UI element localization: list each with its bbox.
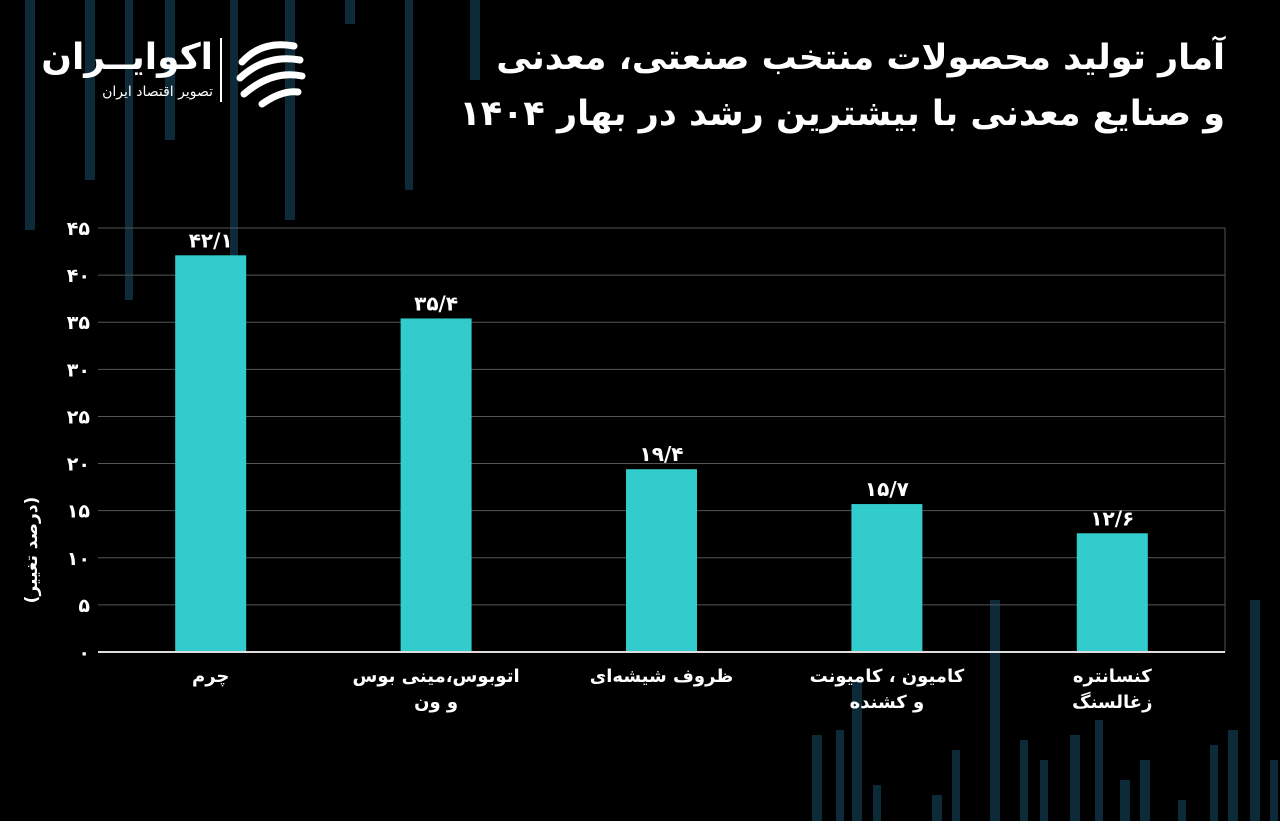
y-tick-label: ۵ [78, 595, 90, 617]
logo-subtitle: تصویر اقتصاد ایران [102, 84, 213, 100]
decor-stripe [1210, 745, 1218, 821]
decor-stripe [1070, 735, 1080, 821]
y-tick-label: ۲۰ [67, 454, 90, 476]
bar [1076, 533, 1148, 652]
decor-stripe [812, 735, 822, 821]
title-line-1: آمار تولید محصولات منتخب صنعتی، معدنی [496, 38, 1225, 78]
decor-stripe [1120, 780, 1130, 821]
decor-stripe [470, 0, 480, 80]
decor-stripe [165, 0, 175, 140]
y-tick-label: ۳۰ [67, 359, 90, 381]
y-tick-label: ۴۵ [67, 218, 91, 240]
decor-stripe [1140, 760, 1150, 821]
decor-stripe [345, 0, 355, 24]
y-tick-label: ۳۵ [67, 312, 91, 334]
decor-stripe [836, 730, 844, 821]
page-title: آمار تولید محصولات منتخب صنعتی، معدنی و … [365, 30, 1225, 142]
data-label: ۴۲/۱ [189, 228, 233, 252]
decor-stripe [852, 680, 862, 821]
ecoiran-logo: اکوایــران تصویر اقتصاد ایران [41, 32, 313, 112]
decor-stripe [230, 0, 238, 260]
decor-stripe [125, 0, 133, 300]
decor-stripe [25, 0, 35, 230]
x-tick-label: ظروف شیشه‌ای [589, 666, 734, 687]
data-label: ۱۲/۶ [1090, 506, 1134, 530]
y-tick-label: ۱۵ [67, 501, 91, 523]
y-axis-label: (درصد تغییر) [22, 496, 42, 604]
decor-stripe [85, 0, 95, 180]
decor-stripe [1250, 600, 1260, 821]
logo-divider [220, 38, 222, 102]
x-tick-label: چرم [192, 666, 230, 687]
bar [626, 469, 697, 652]
x-tick-label: کنسانتره زغالسنگ [1072, 666, 1153, 713]
decor-stripe [285, 0, 295, 220]
decor-stripe [990, 600, 1000, 821]
y-tick-label: ۱۰ [67, 548, 90, 570]
decor-stripe [405, 0, 413, 190]
decor-stripe [1228, 730, 1238, 821]
x-tick-label: اتوبوس،مینی بوس و ون [352, 666, 520, 713]
data-label: ۱۵/۷ [865, 477, 909, 501]
decor-stripe [873, 785, 881, 821]
data-label: ۳۵/۴ [414, 291, 458, 315]
bar [851, 504, 923, 652]
title-line-2: و صنایع معدنی با بیشترین رشد در بهار ۱۴۰… [459, 94, 1225, 134]
decor-stripe [1040, 760, 1048, 821]
bar [400, 318, 472, 652]
decor-stripe [1020, 740, 1028, 821]
x-tick-label: کامیون ، کامیونت و کشنده [809, 666, 965, 713]
y-tick-label: ۲۵ [67, 406, 91, 428]
logo-name: اکوایــران [41, 37, 213, 78]
decor-stripe [1270, 760, 1278, 821]
data-label: ۱۹/۴ [640, 442, 684, 466]
decor-stripe [952, 750, 960, 821]
decor-stripe [932, 795, 942, 821]
ecoiran-logo-icon [236, 41, 306, 108]
decor-stripe [1178, 800, 1186, 821]
y-tick-label: ۰ [78, 642, 90, 664]
y-tick-label: ۴۰ [67, 265, 90, 287]
decor-stripe [1095, 720, 1103, 821]
bar [175, 255, 247, 652]
